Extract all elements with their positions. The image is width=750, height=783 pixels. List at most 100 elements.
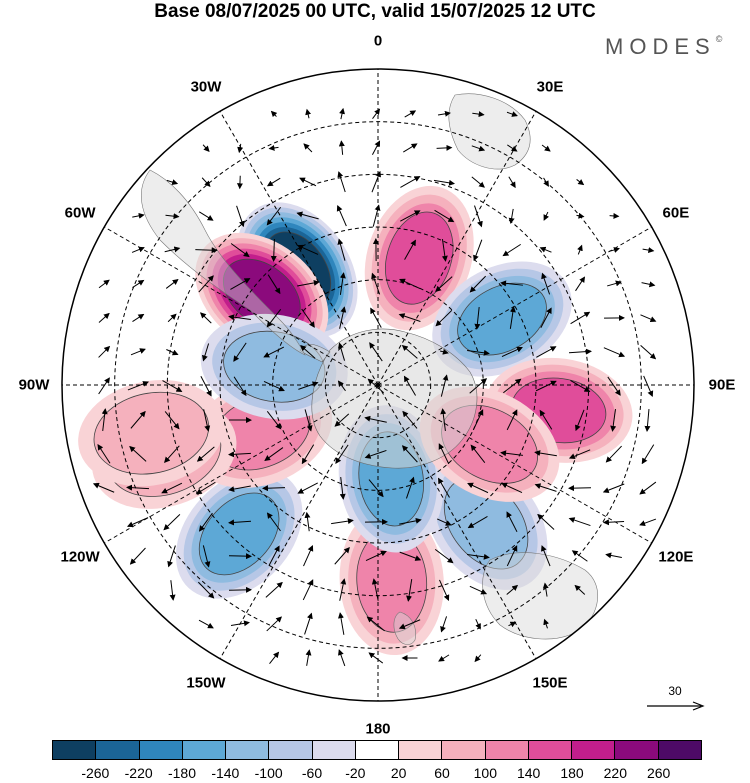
wind-arrow <box>469 275 487 293</box>
wind-arrow <box>371 272 381 295</box>
wind-arrow <box>400 176 421 188</box>
anomaly-contour <box>198 492 280 576</box>
wind-arrow <box>434 209 455 223</box>
wind-arrow <box>228 451 252 458</box>
wind-arrow <box>536 346 557 358</box>
wind-arrow <box>467 482 489 494</box>
wind-arrow <box>269 651 280 664</box>
wind-arrow <box>502 243 521 257</box>
wind-arrow <box>266 616 283 632</box>
wind-arrow <box>197 581 215 599</box>
wind-arrow <box>303 545 314 567</box>
wind-arrow <box>203 409 211 432</box>
wind-arrow <box>266 512 281 532</box>
wind-arrow <box>236 205 245 228</box>
wind-arrow <box>266 177 281 187</box>
wind-arrow <box>339 578 347 601</box>
colorbar-tick-label: 20 <box>390 765 407 781</box>
wind-arrow <box>607 280 622 287</box>
wind-arrow <box>399 278 421 290</box>
wind-arrow <box>398 619 421 630</box>
wind-arrow <box>534 450 557 457</box>
wind-arrow <box>605 552 622 559</box>
wind-arrow <box>576 179 585 186</box>
south-america <box>140 169 306 356</box>
wind-arrow <box>405 476 415 499</box>
wind-arrow <box>301 444 315 465</box>
wind-arrow <box>474 654 482 663</box>
wind-arrow <box>472 409 484 431</box>
wind-arrow <box>509 306 516 329</box>
wind-arrow <box>568 348 592 355</box>
wind-arrow <box>644 408 651 432</box>
colorbar-tick-label: -180 <box>167 765 197 781</box>
wind-arrow <box>367 378 385 394</box>
wind-arrow <box>438 477 450 498</box>
wind-arrow <box>230 278 251 290</box>
modes-logo: MODES© <box>605 34 722 60</box>
wind-arrow <box>299 177 317 187</box>
wind-arrow <box>602 519 625 526</box>
wind-arrow <box>198 275 214 293</box>
wind-arrow <box>474 307 481 330</box>
wind-arrow <box>129 547 146 565</box>
longitude-label-lon-150w: 150W <box>186 674 226 692</box>
colorbar-segment <box>182 741 227 759</box>
wind-arrow <box>608 247 620 253</box>
colorbar-tick-label: 220 <box>603 765 628 781</box>
wind-arrow <box>337 380 346 392</box>
wind-arrow <box>541 272 551 295</box>
wind-arrow <box>607 376 621 396</box>
wind-arrow <box>338 612 345 635</box>
wind-arrow <box>469 585 488 595</box>
wind-arrow <box>506 111 518 117</box>
wind-arrow <box>506 584 519 595</box>
colorbar-segment <box>269 741 313 759</box>
wind-arrow <box>539 409 553 430</box>
wind-arrow <box>230 620 250 627</box>
wind-arrow <box>438 654 450 662</box>
wind-arrow <box>339 477 346 500</box>
wind-arrow <box>577 244 583 255</box>
wind-arrow <box>230 243 250 258</box>
wind-arrow <box>267 274 281 295</box>
wind-arrow <box>166 349 179 356</box>
wind-arrow <box>302 579 314 601</box>
wind-arrow <box>365 550 387 562</box>
wind-arrow <box>402 410 418 429</box>
wind-arrow <box>639 518 657 527</box>
wind-arrow <box>534 483 557 492</box>
wind-arrow <box>467 515 488 529</box>
wind-arrow <box>399 517 422 525</box>
wind-arrow <box>639 481 657 495</box>
colorbar-segment <box>139 741 183 759</box>
wind-arrow <box>508 208 515 225</box>
wind-arrow <box>262 485 286 492</box>
colorbar-segment <box>53 741 97 759</box>
longitude-label-lon-150e: 150E <box>532 674 568 692</box>
wind-arrow <box>475 618 481 630</box>
longitude-label-lon-90e: 90E <box>708 376 736 394</box>
wind-arrow <box>98 345 111 358</box>
wind-arrow <box>270 238 277 262</box>
land-masses <box>140 93 599 645</box>
wind-arrow <box>266 308 282 328</box>
wind-arrow <box>368 652 384 664</box>
wind-arrow <box>338 649 346 667</box>
wind-arrow <box>570 311 591 325</box>
wind-arrow <box>304 409 313 432</box>
colorbar-tick-label: -60 <box>301 765 323 781</box>
wind-arrow <box>305 649 312 666</box>
wind-arrow <box>543 618 549 629</box>
wind-arrow <box>473 239 483 262</box>
wind-arrow <box>467 553 490 560</box>
wind-arrow <box>98 312 110 323</box>
colorbar-tick-label: 140 <box>516 765 541 781</box>
reference-vector: 30 <box>645 684 705 724</box>
wind-arrow <box>265 581 283 598</box>
wind-arrow <box>642 247 655 254</box>
wind-arrow <box>297 279 320 287</box>
wind-arrow <box>162 380 183 392</box>
meridian <box>219 384 379 659</box>
wind-arrow <box>609 212 620 219</box>
